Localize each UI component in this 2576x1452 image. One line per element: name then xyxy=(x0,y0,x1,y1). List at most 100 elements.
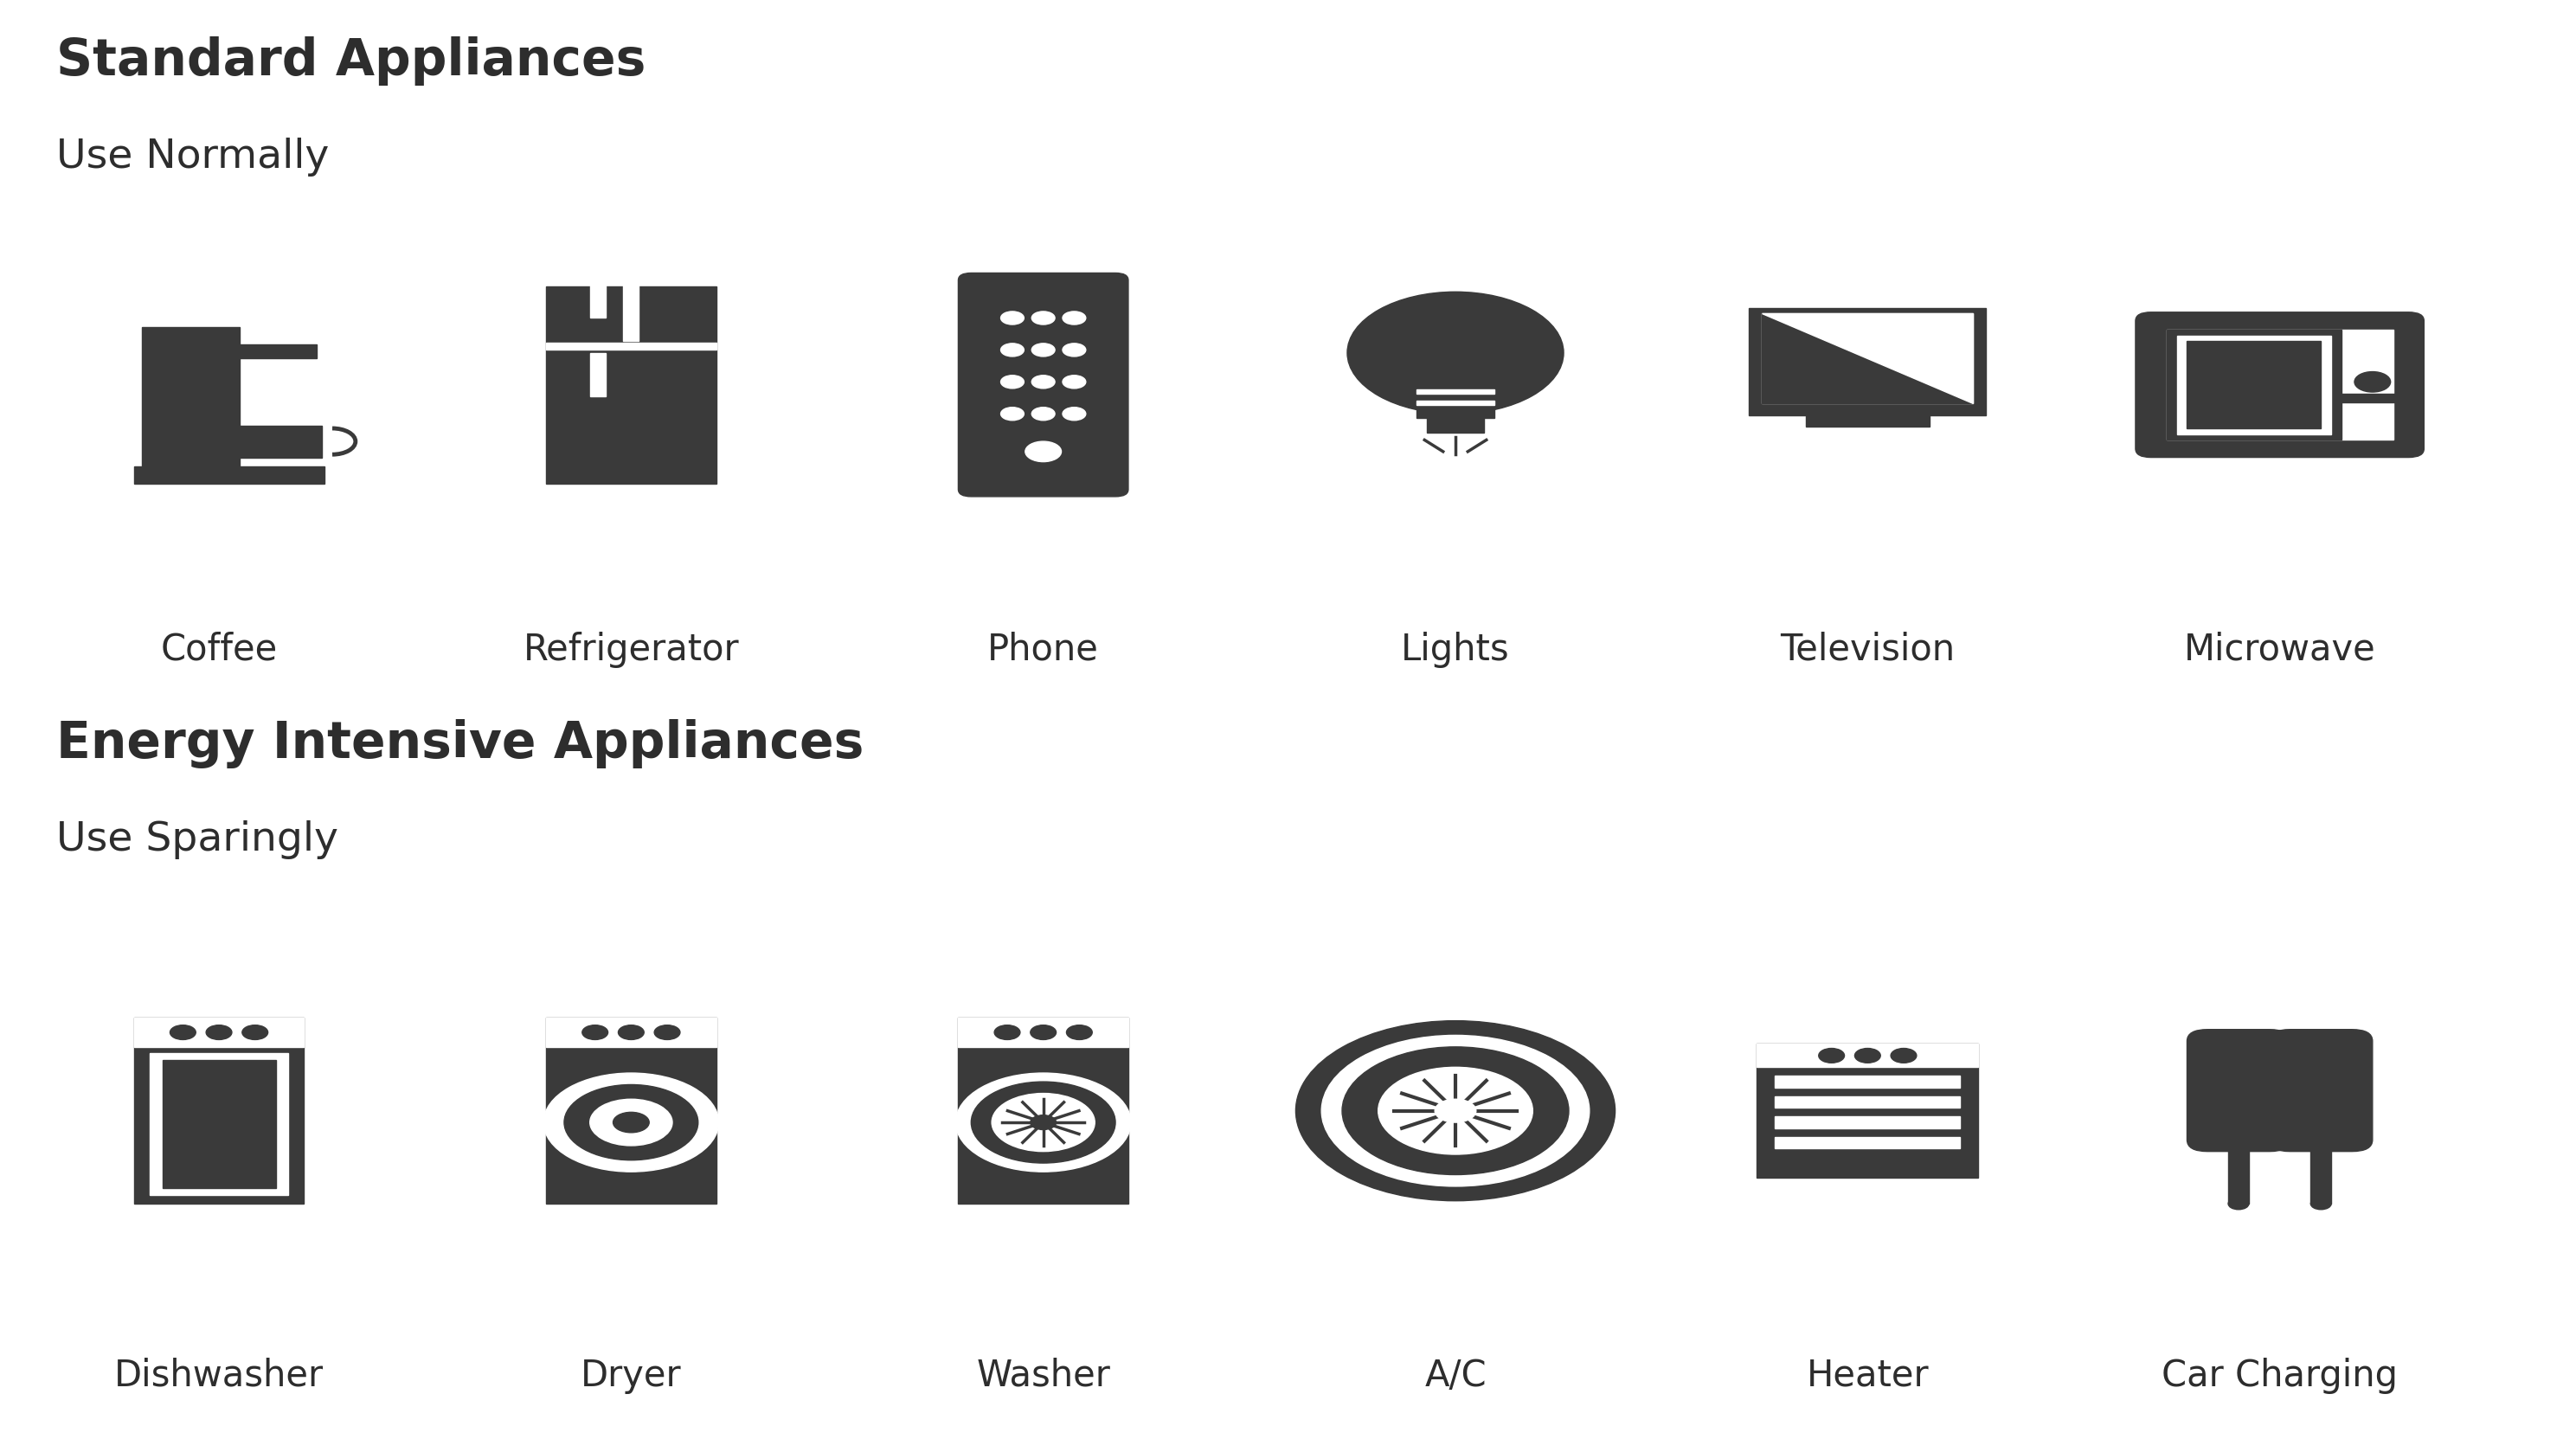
Text: Energy Intensive Appliances: Energy Intensive Appliances xyxy=(57,719,866,768)
Text: A/C: A/C xyxy=(1425,1358,1486,1394)
Bar xyxy=(134,1018,304,1047)
Bar xyxy=(149,1053,289,1195)
Text: Use Sparingly: Use Sparingly xyxy=(57,820,340,860)
Circle shape xyxy=(999,344,1025,356)
Bar xyxy=(958,1018,1128,1204)
Bar xyxy=(1417,389,1494,393)
Bar xyxy=(1775,1076,1960,1088)
Text: Heater: Heater xyxy=(1806,1358,1929,1394)
Bar xyxy=(1762,314,1973,404)
Text: Microwave: Microwave xyxy=(2184,632,2375,668)
Circle shape xyxy=(654,1025,680,1040)
Bar xyxy=(134,466,325,484)
Circle shape xyxy=(1030,408,1056,421)
Text: Phone: Phone xyxy=(987,632,1100,668)
FancyBboxPatch shape xyxy=(2187,1029,2290,1151)
Bar xyxy=(1775,1117,1960,1128)
FancyBboxPatch shape xyxy=(958,273,1128,497)
Bar xyxy=(590,353,605,396)
Bar xyxy=(958,1018,1128,1047)
Circle shape xyxy=(1347,292,1564,414)
Circle shape xyxy=(2228,1198,2249,1210)
Bar xyxy=(2166,330,2342,440)
Bar xyxy=(1762,314,1973,404)
Circle shape xyxy=(956,1073,1131,1172)
Bar xyxy=(1806,412,1929,427)
Bar xyxy=(1757,1044,1978,1178)
Bar xyxy=(2228,1134,2249,1204)
Circle shape xyxy=(1342,1047,1569,1175)
Bar xyxy=(1775,1137,1960,1149)
Bar xyxy=(1427,418,1484,433)
Bar xyxy=(2336,393,2409,402)
Circle shape xyxy=(582,1025,608,1040)
Circle shape xyxy=(1066,1025,1092,1040)
Circle shape xyxy=(999,376,1025,389)
Text: Television: Television xyxy=(1780,632,1955,668)
Circle shape xyxy=(1296,1021,1615,1201)
Circle shape xyxy=(994,1025,1020,1040)
Text: Dryer: Dryer xyxy=(580,1358,683,1394)
Circle shape xyxy=(1435,1099,1476,1122)
Circle shape xyxy=(1819,1048,1844,1063)
Bar xyxy=(1417,386,1494,418)
Bar xyxy=(2311,1134,2331,1204)
Circle shape xyxy=(971,1082,1115,1163)
Bar xyxy=(134,1018,304,1204)
Bar xyxy=(2187,341,2321,428)
Bar xyxy=(1749,308,1986,415)
Circle shape xyxy=(242,1025,268,1040)
Bar xyxy=(240,425,322,457)
Circle shape xyxy=(1061,312,1087,325)
Circle shape xyxy=(1061,344,1087,356)
Circle shape xyxy=(1061,408,1087,421)
Circle shape xyxy=(1855,1048,1880,1063)
Bar xyxy=(1417,401,1494,405)
Circle shape xyxy=(1025,441,1061,462)
Text: Refrigerator: Refrigerator xyxy=(523,632,739,668)
Circle shape xyxy=(1030,1025,1056,1040)
Circle shape xyxy=(170,1025,196,1040)
Bar xyxy=(2166,330,2393,440)
Circle shape xyxy=(999,312,1025,325)
Bar xyxy=(546,343,716,350)
FancyBboxPatch shape xyxy=(2269,1029,2372,1151)
Text: Dishwasher: Dishwasher xyxy=(113,1358,325,1394)
Circle shape xyxy=(2311,1198,2331,1210)
Text: Washer: Washer xyxy=(976,1358,1110,1394)
Bar xyxy=(1757,1044,1978,1067)
Text: Standard Appliances: Standard Appliances xyxy=(57,36,647,86)
Circle shape xyxy=(1030,376,1056,389)
Circle shape xyxy=(613,1112,649,1133)
Circle shape xyxy=(992,1093,1095,1151)
Text: Car Charging: Car Charging xyxy=(2161,1358,2398,1394)
Circle shape xyxy=(1030,344,1056,356)
Circle shape xyxy=(1030,312,1056,325)
Bar xyxy=(142,327,240,472)
Bar xyxy=(1857,383,1878,415)
Text: Use Normally: Use Normally xyxy=(57,138,330,177)
Bar xyxy=(162,1060,276,1188)
Bar xyxy=(623,251,639,341)
Bar xyxy=(546,1018,716,1204)
FancyBboxPatch shape xyxy=(2136,312,2424,457)
Polygon shape xyxy=(1762,314,1973,404)
Bar xyxy=(590,274,605,318)
Bar xyxy=(546,1018,716,1047)
Text: Coffee: Coffee xyxy=(160,632,278,668)
Circle shape xyxy=(590,1099,672,1146)
Text: Lights: Lights xyxy=(1401,632,1510,668)
Circle shape xyxy=(999,408,1025,421)
Bar xyxy=(546,286,716,484)
Bar xyxy=(1775,1096,1960,1108)
Bar xyxy=(2177,335,2331,434)
Circle shape xyxy=(1378,1067,1533,1154)
Circle shape xyxy=(1321,1035,1589,1186)
Bar xyxy=(240,344,317,359)
Circle shape xyxy=(618,1025,644,1040)
Circle shape xyxy=(2354,372,2391,392)
Circle shape xyxy=(1891,1048,1917,1063)
Circle shape xyxy=(1030,1115,1056,1130)
Circle shape xyxy=(1061,376,1087,389)
Circle shape xyxy=(206,1025,232,1040)
